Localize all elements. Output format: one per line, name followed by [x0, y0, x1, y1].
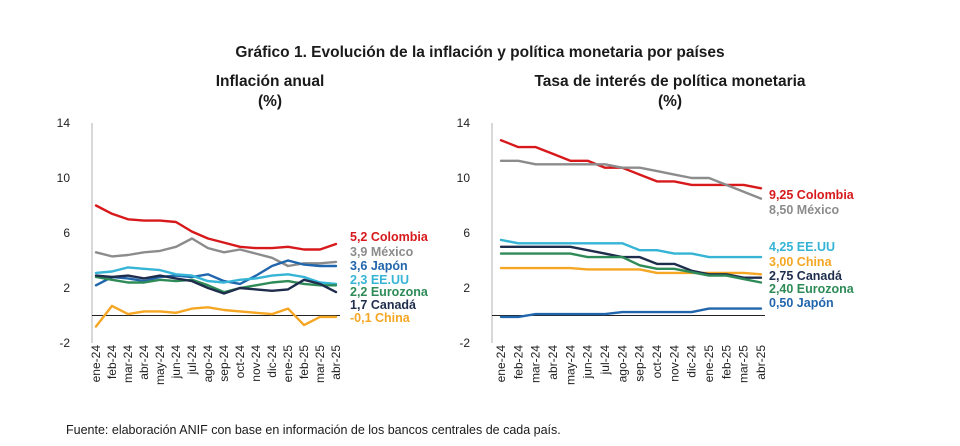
- series-line-jap-n: [499, 307, 763, 319]
- x-tick-label: dic-24: [685, 345, 699, 378]
- y-tick-label: 14: [57, 116, 71, 130]
- left-panel-title: Inflación anual (%): [150, 72, 390, 112]
- x-tick-label: feb-25: [297, 345, 311, 379]
- series-line-colombia: [94, 204, 338, 251]
- x-tick-label: oct-24: [650, 345, 664, 379]
- x-tick-label: may-24: [563, 345, 577, 385]
- series-line-eurozona: [499, 252, 763, 284]
- series-end-label: 2,40 Eurozona: [769, 282, 855, 296]
- series-end-label: 2,75 Canadá: [769, 269, 842, 283]
- x-tick-label: mar-24: [529, 345, 543, 383]
- x-tick-label: mar-24: [121, 345, 135, 383]
- series-end-label: 2,3 EE.UU: [350, 273, 409, 287]
- series-line-m-xico: [94, 237, 338, 268]
- y-tick-label: 2: [463, 281, 470, 295]
- series-line-ee-uu: [94, 266, 338, 286]
- x-tick-label: nov-24: [667, 345, 681, 382]
- series-end-label: 3,00 China: [769, 255, 833, 269]
- series-line-m-xico: [499, 159, 763, 200]
- series-end-label: -0,1 China: [350, 311, 411, 325]
- right-panel-title-text: Tasa de interés de política monetaria: [534, 73, 806, 90]
- y-tick-label: 6: [63, 226, 70, 240]
- left-panel-unit: (%): [257, 93, 283, 110]
- x-tick-label: abr-25: [754, 345, 768, 380]
- chart-title: Gráfico 1. Evolución de la inflación y p…: [235, 44, 725, 61]
- x-tick-label: ene-25: [281, 345, 295, 383]
- series-end-label: 3,6 Japón: [350, 259, 408, 273]
- x-tick-label: jul-24: [185, 345, 199, 376]
- series-end-label: 3,9 México: [350, 245, 414, 259]
- series-end-label: 1,7 Canadá: [350, 298, 416, 312]
- series-line-ee-uu: [499, 238, 763, 259]
- x-tick-label: ene-24: [89, 345, 103, 383]
- series-end-label: 0,50 Japón: [769, 296, 834, 310]
- y-tick-label: 6: [463, 226, 470, 240]
- series-end-label: 5,2 Colombia: [350, 230, 429, 244]
- x-tick-label: may-24: [153, 345, 167, 385]
- series-end-label: 2,2 Eurozona: [350, 285, 429, 299]
- x-tick-label: sep-24: [633, 345, 647, 382]
- x-tick-label: jun-24: [169, 345, 183, 380]
- panel-2: 14 10 6 2 -2 ene-24 feb-24 mar-24 abr-24 may-24 ju…: [457, 116, 855, 385]
- x-tick-label: abr-24: [546, 345, 560, 380]
- x-tick-label: mar-25: [313, 345, 327, 383]
- right-panel-unit: (%): [657, 93, 683, 110]
- right-panel-title: Tasa de interés de política monetaria (%…: [470, 72, 870, 112]
- left-panel-title-text: Inflación anual: [215, 73, 325, 90]
- x-tick-label: ene-25: [702, 345, 716, 383]
- series-end-label: 4,25 EE.UU: [769, 240, 835, 254]
- x-tick-label: oct-24: [233, 345, 247, 379]
- source-note: Fuente: elaboración ANIF con base en inf…: [66, 423, 561, 437]
- x-tick-label: dic-24: [265, 345, 279, 378]
- y-tick-label: 10: [57, 171, 71, 185]
- series-end-label: 9,25 Colombia: [769, 188, 855, 202]
- series-line-jap-n: [94, 259, 338, 287]
- x-tick-label: mar-25: [737, 345, 751, 383]
- x-tick-label: ago-24: [201, 345, 215, 383]
- y-tick-label: 10: [457, 171, 471, 185]
- series-line-eurozona: [94, 275, 338, 294]
- y-tick-label: -2: [59, 336, 70, 350]
- series-line-china: [94, 304, 338, 328]
- series-line-china: [499, 266, 763, 276]
- x-tick-label: abr-25: [329, 345, 343, 380]
- x-tick-label: ago-24: [615, 345, 629, 383]
- x-tick-label: jun-24: [581, 345, 595, 380]
- x-tick-label: feb-24: [105, 345, 119, 379]
- series-line-colombia: [499, 138, 763, 190]
- x-tick-label: jul-24: [598, 345, 612, 376]
- series-end-label: 8,50 México: [769, 203, 840, 217]
- x-tick-label: feb-25: [719, 345, 733, 379]
- x-tick-label: abr-24: [137, 345, 151, 380]
- y-tick-label: 2: [63, 281, 70, 295]
- x-tick-label: ene-24: [494, 345, 508, 383]
- y-tick-label: 14: [457, 116, 471, 130]
- series-line-canad-: [94, 274, 338, 295]
- x-tick-label: nov-24: [249, 345, 263, 382]
- x-tick-label: feb-24: [511, 345, 525, 379]
- series-line-canad-: [499, 245, 763, 279]
- y-tick-label: -2: [459, 336, 470, 350]
- x-tick-label: sep-24: [217, 345, 231, 382]
